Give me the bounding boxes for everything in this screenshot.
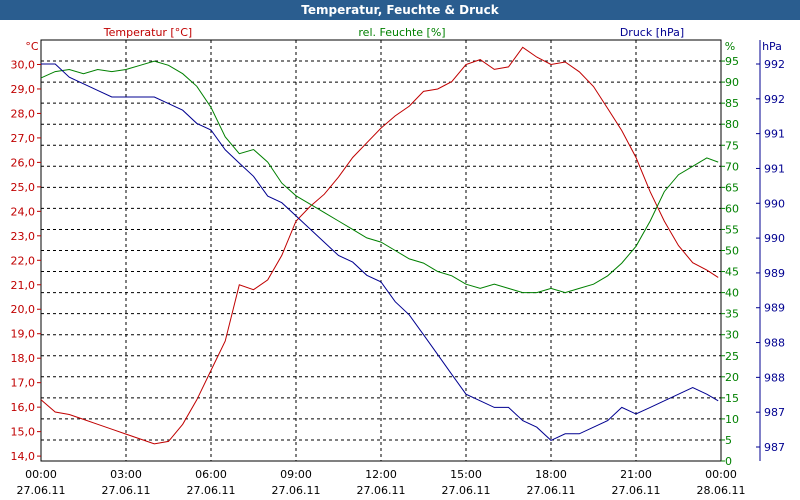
temperature-tick-label: 16,0 (11, 401, 36, 414)
humidity-tick-label: 35 (725, 308, 739, 321)
x-tick-date-label: 27.06.11 (102, 484, 151, 497)
x-tick-time-label: 00:00 (25, 468, 57, 481)
humidity-tick-label: 15 (725, 392, 739, 405)
humidity-tick-label: 85 (725, 97, 739, 110)
x-tick-date-label: 27.06.11 (442, 484, 491, 497)
humidity-unit: % (725, 40, 735, 53)
pressure-tick-label: 988 (764, 371, 785, 384)
x-tick-time-label: 12:00 (365, 468, 397, 481)
humidity-axis-label: rel. Feuchte [%] (358, 26, 445, 39)
pressure-tick-label: 992 (764, 58, 785, 71)
x-tick-date-label: 27.06.11 (272, 484, 321, 497)
x-tick-date-label: 27.06.11 (612, 484, 661, 497)
chart: 14,0 15,0 16,0 17,0 18,0 19,0 20,0 21,0 22,0 23,0… (11, 26, 786, 497)
temperature-line (40, 46, 719, 445)
pressure-tick-label: 991 (764, 128, 785, 141)
humidity-tick-label: 90 (725, 76, 739, 89)
temperature-tick-label: 18,0 (11, 352, 36, 365)
x-tick-time-label: 15:00 (450, 468, 482, 481)
pressure-tick-label: 987 (764, 406, 785, 419)
x-tick-time-label: 18:00 (535, 468, 567, 481)
x-tick-time-label: 03:00 (110, 468, 142, 481)
temperature-tick-label: 28,0 (11, 107, 36, 120)
temperature-tick-label: 24,0 (11, 205, 36, 218)
pressure-tick-label: 992 (764, 93, 785, 106)
temperature-tick-label: 26,0 (11, 156, 36, 169)
pressure-tick-label: 989 (764, 267, 785, 280)
temperature-tick-label: 25,0 (11, 181, 36, 194)
humidity-tick-label: 20 (725, 371, 739, 384)
temperature-tick-label: 21,0 (11, 279, 36, 292)
temperature-tick-label: 29,0 (11, 83, 36, 96)
x-tick-date-label: 27.06.11 (187, 484, 236, 497)
temperature-unit: °C (25, 40, 39, 53)
x-tick-time-label: 00:00 (705, 468, 737, 481)
x-tick-time-label: 09:00 (280, 468, 312, 481)
pressure-axis-label: Druck [hPa] (620, 26, 684, 39)
pressure-tick-label: 991 (764, 162, 785, 175)
temperature-tick-label: 27,0 (11, 132, 36, 145)
x-tick-time-label: 06:00 (195, 468, 227, 481)
temperature-tick-label: 22,0 (11, 254, 36, 267)
humidity-tick-label: 45 (725, 266, 739, 279)
humidity-tick-label: 50 (725, 245, 739, 258)
pressure-unit: hPa (762, 40, 782, 53)
humidity-tick-label: 30 (725, 329, 739, 342)
pressure-tick-label: 987 (764, 441, 785, 454)
temperature-axis-label: Temperatur [°C] (103, 26, 192, 39)
temperature-tick-label: 23,0 (11, 230, 36, 243)
humidity-line (40, 60, 719, 294)
humidity-tick-label: 25 (725, 350, 739, 363)
pressure-tick-label: 989 (764, 302, 785, 315)
humidity-tick-label: 55 (725, 223, 739, 236)
humidity-tick-label: 60 (725, 202, 739, 215)
temperature-tick-label: 14,0 (11, 450, 36, 463)
x-tick-date-label: 28.06.11 (697, 484, 746, 497)
x-tick-date-label: 27.06.11 (357, 484, 406, 497)
humidity-tick-label: 95 (725, 55, 739, 68)
temperature-tick-label: 15,0 (11, 426, 36, 439)
humidity-tick-label: 10 (725, 413, 739, 426)
humidity-tick-label: 65 (725, 181, 739, 194)
temperature-tick-label: 19,0 (11, 328, 36, 341)
pressure-tick-label: 990 (764, 197, 785, 210)
temperature-tick-label: 17,0 (11, 377, 36, 390)
humidity-tick-label: 40 (725, 287, 739, 300)
humidity-tick-label: 0 (725, 455, 732, 468)
pressure-tick-label: 990 (764, 232, 785, 245)
humidity-tick-label: 70 (725, 160, 739, 173)
x-tick-date-label: 27.06.11 (17, 484, 66, 497)
x-tick-time-label: 21:00 (620, 468, 652, 481)
humidity-tick-label: 5 (725, 434, 732, 447)
temperature-tick-label: 20,0 (11, 303, 36, 316)
humidity-tick-label: 80 (725, 118, 739, 131)
pressure-line (41, 63, 719, 441)
humidity-tick-label: 75 (725, 139, 739, 152)
window-title: Temperatur, Feuchte & Druck (0, 0, 800, 20)
x-tick-date-label: 27.06.11 (527, 484, 576, 497)
pressure-tick-label: 988 (764, 337, 785, 350)
temperature-tick-label: 30,0 (11, 58, 36, 71)
